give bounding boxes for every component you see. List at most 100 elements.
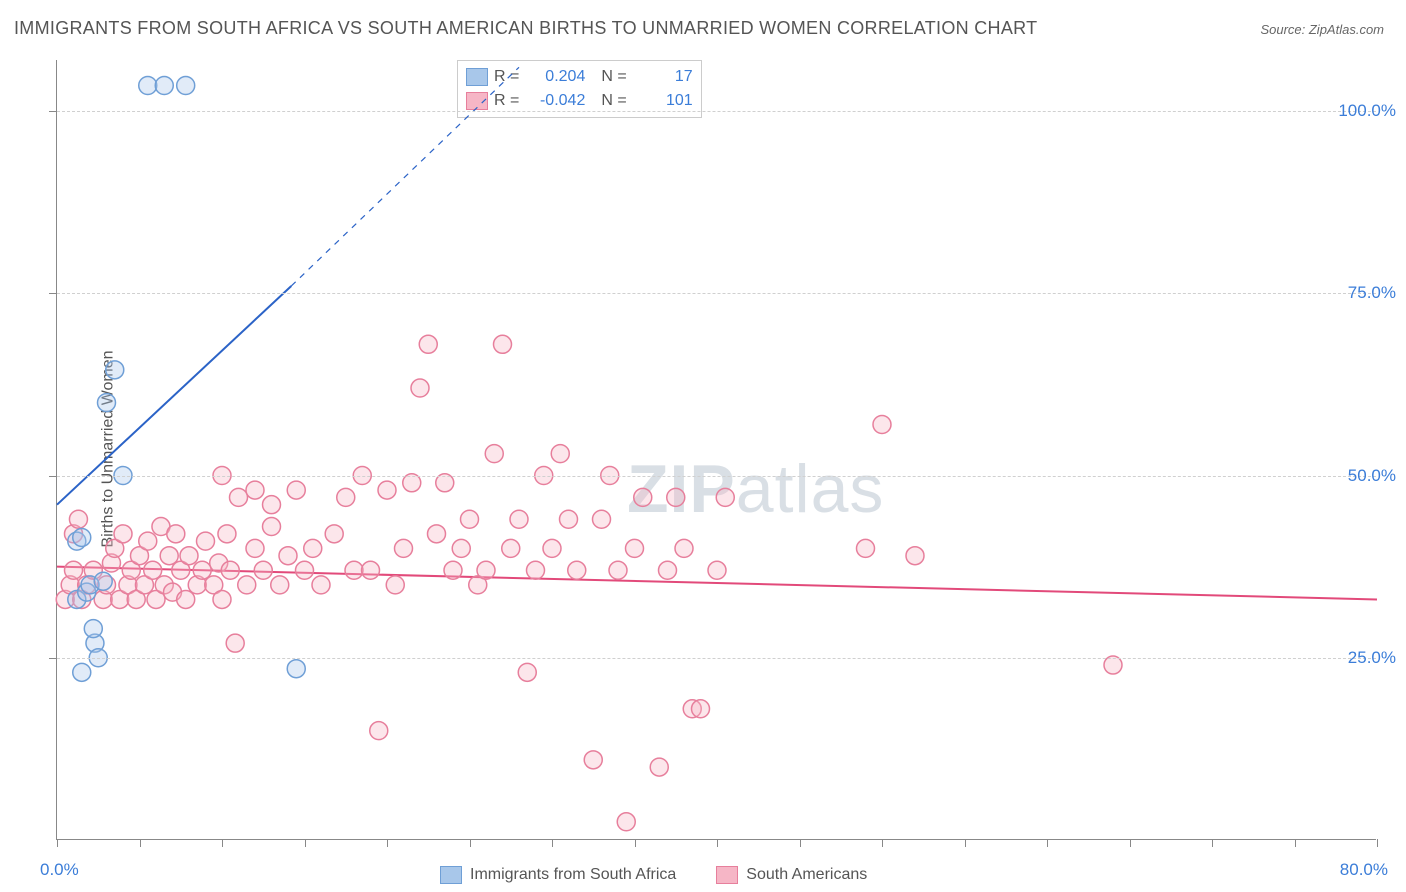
scatter-point [345,561,363,579]
series-2-name: South Americans [746,866,867,884]
scatter-point [167,525,185,543]
gridline-h [57,476,1376,477]
scatter-point [370,722,388,740]
y-tick-label: 25.0% [1348,648,1396,668]
scatter-point [287,481,305,499]
y-tick [49,658,57,659]
scatter-point [502,539,520,557]
scatter-point [626,539,644,557]
scatter-point [659,561,677,579]
x-tick [1047,839,1048,847]
scatter-point [73,663,91,681]
scatter-point [177,77,195,95]
scatter-point [428,525,446,543]
scatter-point [213,590,231,608]
legend-swatch-blue-2 [440,866,462,884]
trendline-1 [57,286,291,505]
x-tick [305,839,306,847]
chart-svg [57,60,1376,839]
scatter-point [221,561,239,579]
legend-item-1: Immigrants from South Africa [440,866,676,884]
trendline-1-dash [291,67,519,286]
y-tick [49,111,57,112]
scatter-point [518,663,536,681]
scatter-point [584,751,602,769]
x-axis-max: 80.0% [1340,860,1388,880]
series-1-name: Immigrants from South Africa [470,866,676,884]
x-tick [800,839,801,847]
scatter-point [180,547,198,565]
scatter-point [246,481,264,499]
scatter-point [411,379,429,397]
gridline-h [57,658,1376,659]
scatter-point [65,561,83,579]
scatter-point [617,813,635,831]
x-tick [1377,839,1378,847]
scatter-point [386,576,404,594]
scatter-point [246,539,264,557]
scatter-point [94,572,112,590]
scatter-point [84,620,102,638]
plot-area: ZIPatlas R = 0.204 N = 17 R = -0.042 N =… [56,60,1376,840]
scatter-point [477,561,495,579]
scatter-point [98,394,116,412]
scatter-point [395,539,413,557]
scatter-point [485,445,503,463]
gridline-h [57,111,1376,112]
x-tick [1295,839,1296,847]
scatter-point [667,488,685,506]
scatter-point [650,758,668,776]
scatter-point [193,561,211,579]
y-tick-label: 50.0% [1348,466,1396,486]
scatter-point [403,474,421,492]
scatter-point [177,590,195,608]
legend-swatch-pink-2 [716,866,738,884]
x-tick [222,839,223,847]
scatter-point [857,539,875,557]
scatter-point [230,488,248,506]
scatter-point [560,510,578,528]
scatter-point [254,561,272,579]
scatter-point [304,539,322,557]
scatter-point [114,525,132,543]
scatter-point [238,576,256,594]
scatter-point [551,445,569,463]
scatter-point [419,335,437,353]
x-tick [552,839,553,847]
scatter-point [296,561,314,579]
scatter-point [510,510,528,528]
scatter-point [527,561,545,579]
scatter-point [106,361,124,379]
x-tick [140,839,141,847]
y-tick [49,293,57,294]
x-tick [635,839,636,847]
scatter-point [436,474,454,492]
gridline-h [57,293,1376,294]
scatter-point [692,700,710,718]
scatter-point [160,547,178,565]
x-tick [470,839,471,847]
scatter-point [906,547,924,565]
scatter-point [226,634,244,652]
scatter-point [263,496,281,514]
scatter-point [716,488,734,506]
scatter-point [155,77,173,95]
scatter-point [634,488,652,506]
legend-series: Immigrants from South Africa South Ameri… [440,866,867,884]
y-tick [49,476,57,477]
scatter-point [139,532,157,550]
scatter-point [337,488,355,506]
scatter-point [73,528,91,546]
chart-title: IMMIGRANTS FROM SOUTH AFRICA VS SOUTH AM… [14,18,1037,39]
scatter-point [69,510,87,528]
scatter-point [287,660,305,678]
y-tick-label: 75.0% [1348,283,1396,303]
scatter-point [378,481,396,499]
scatter-point [708,561,726,579]
x-tick [1130,839,1131,847]
scatter-point [494,335,512,353]
scatter-point [312,576,330,594]
scatter-point [325,525,343,543]
legend-item-2: South Americans [716,866,867,884]
scatter-point [271,576,289,594]
